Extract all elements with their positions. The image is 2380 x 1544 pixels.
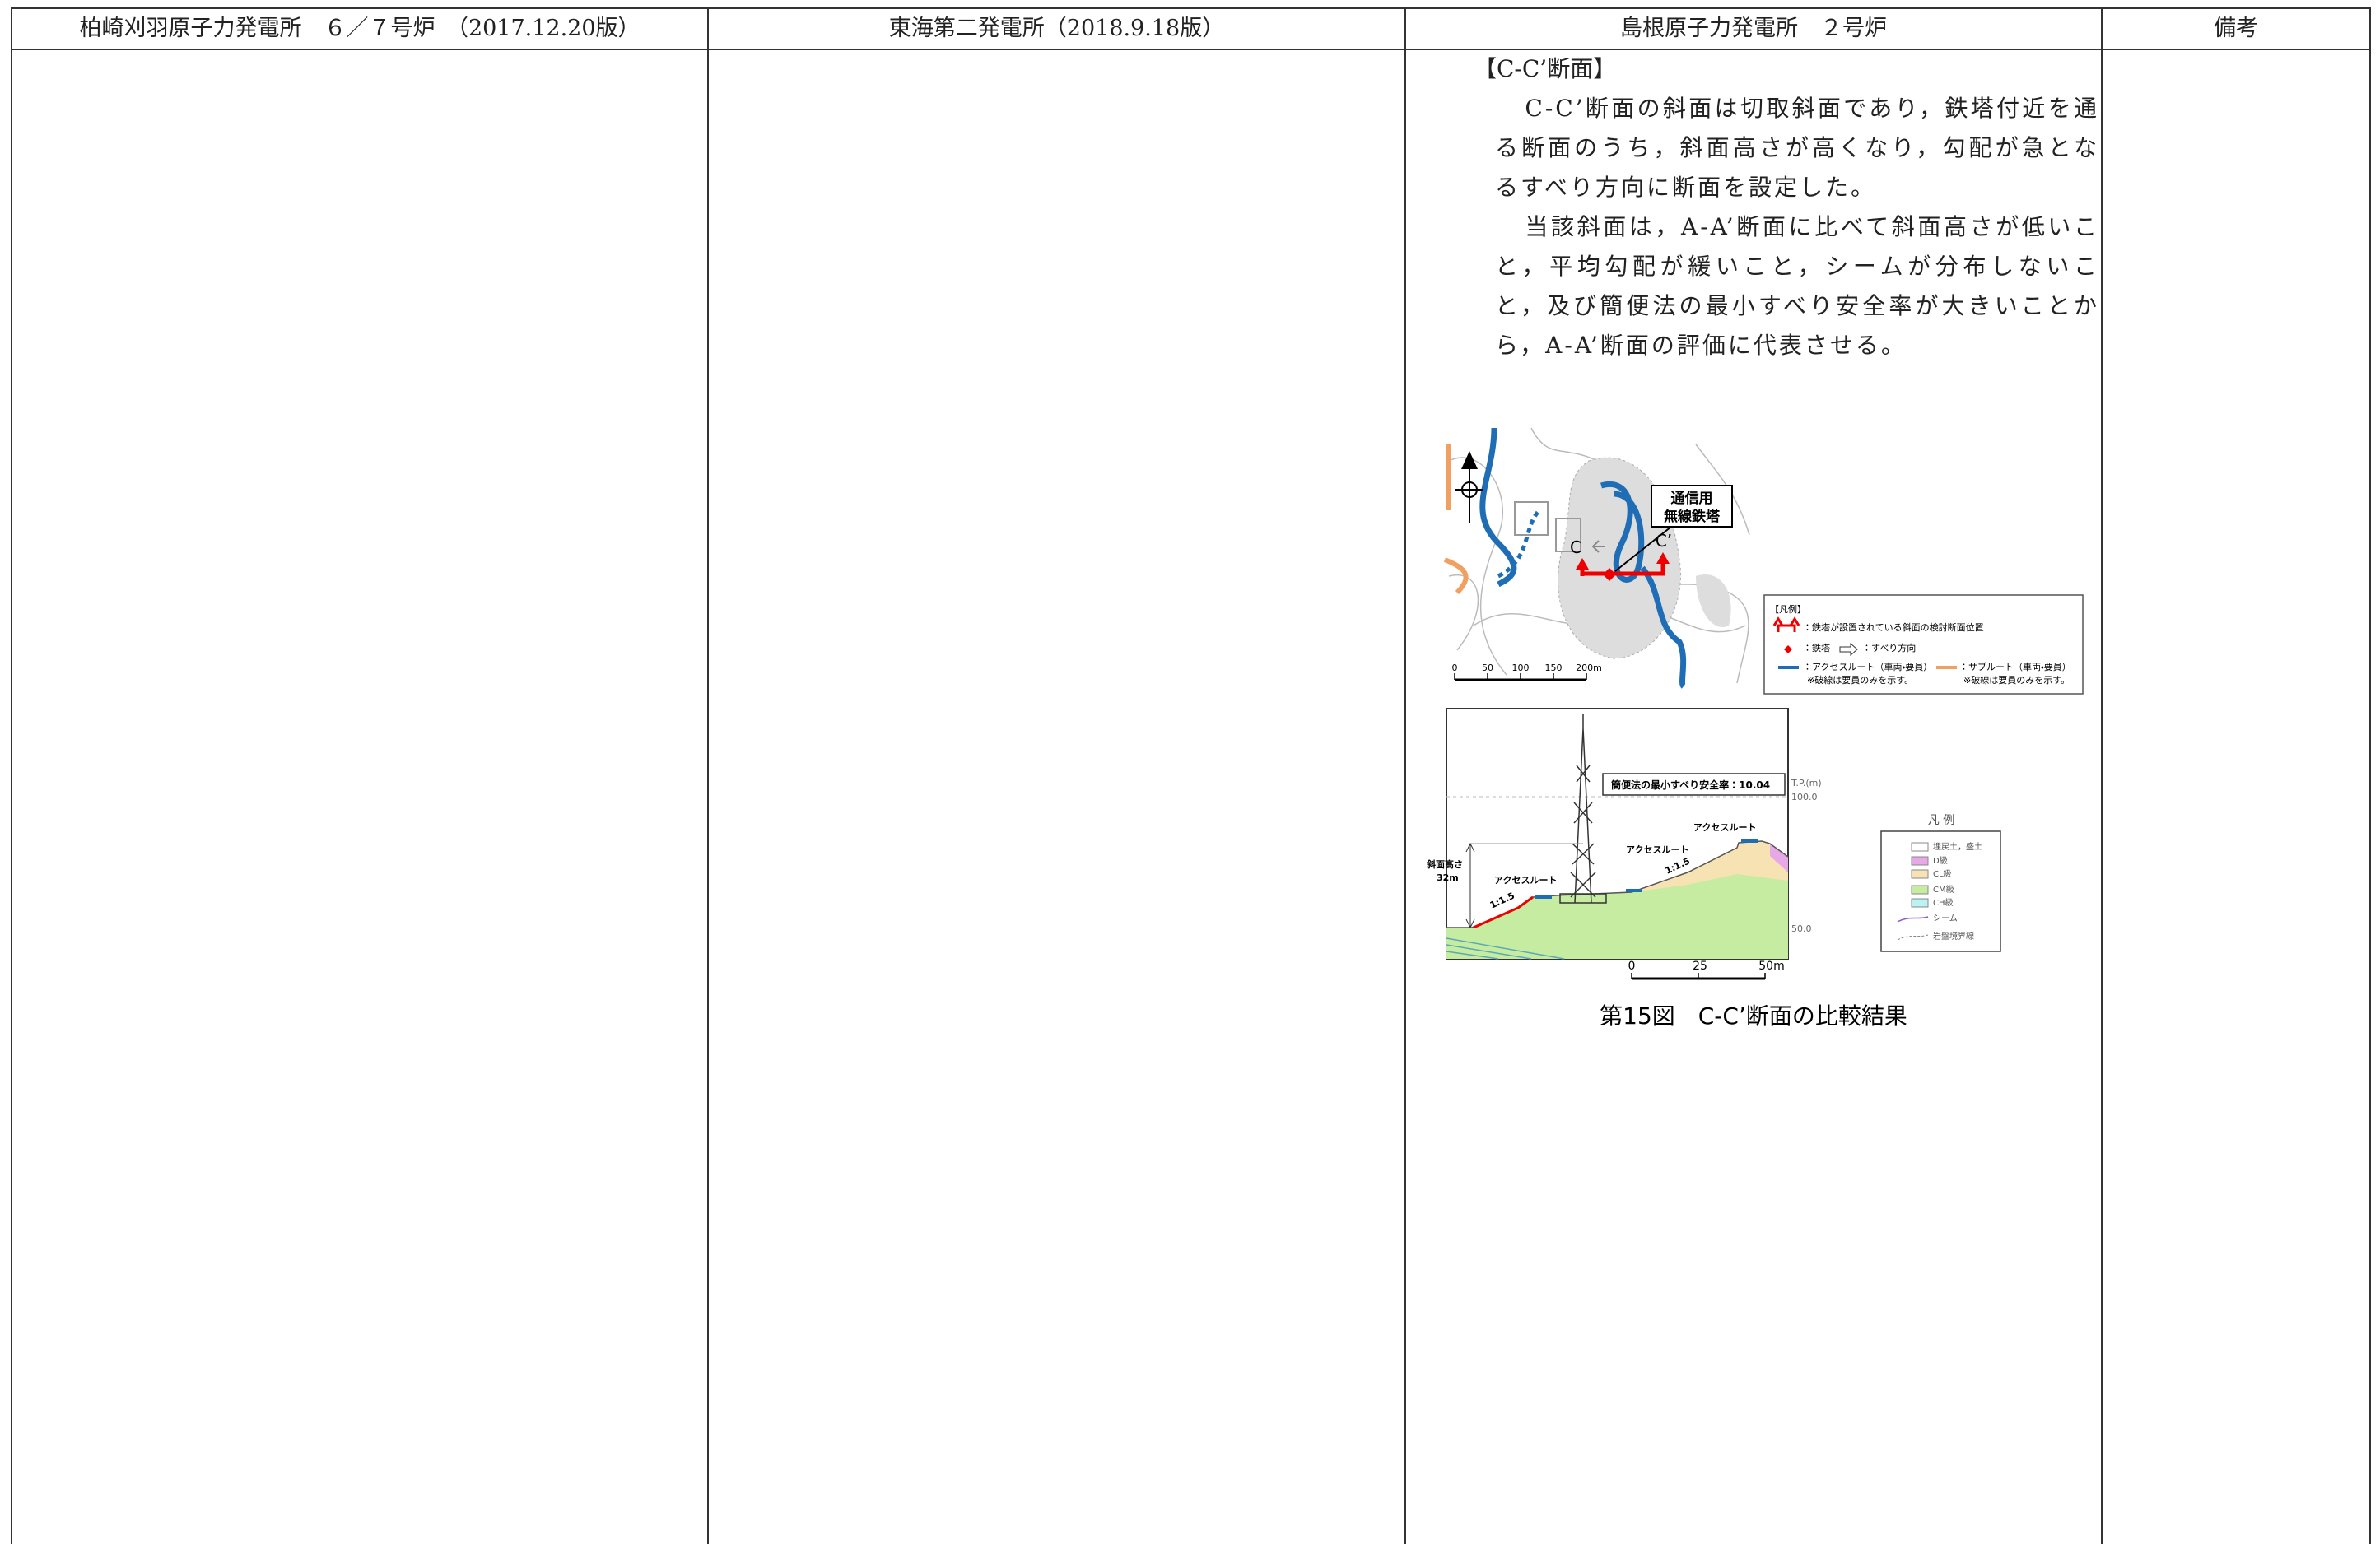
legend-item: CL級 (1933, 869, 1952, 879)
figure-caption: 第15図 C-C’断面の比較結果 (1600, 1002, 1907, 1030)
access-route-label: アクセスルート (1494, 875, 1557, 886)
access-route-label: アクセスルート (1693, 822, 1756, 833)
scale-label: 0 (1628, 960, 1636, 973)
legend-item: CH級 (1933, 898, 1954, 908)
column-header: 東海第二発電所（2018.9.18版） (888, 16, 1225, 41)
section-heading: 【C-C’断面】 (1474, 55, 1617, 82)
scale-label: 100 (1512, 663, 1530, 673)
section-mark: C (1570, 537, 1581, 557)
scale-label: 25 (1693, 960, 1707, 973)
legend-title: 【凡例】 (1770, 603, 1806, 615)
column-header: 柏崎刈羽原子力発電所 ６／７号炉 （2017.12.20版） (79, 16, 640, 41)
column-border (11, 7, 12, 1544)
scale-label: 200m (1576, 663, 1602, 673)
legend-item: ：すべり方向 (1862, 642, 1916, 653)
paragraph: 当該斜面は，A-A’断面に比べて斜面高さが低いこと，平均勾配が緩いこと，シームが… (1495, 213, 2099, 359)
legend-item: ：鉄塔が設置されている斜面の検討断面位置 (1803, 621, 1984, 633)
legend-item: ※破線は要員のみを示す。 (1807, 674, 1913, 686)
scale-label: 50 (1482, 663, 1493, 673)
column-border (2369, 7, 2371, 1544)
tower-label: 無線鉄塔 (1664, 508, 1721, 525)
column-header: 備考 (2214, 16, 2258, 41)
table-top-border (11, 7, 2371, 9)
legend-item: ：サブルート（車両・要員） (1959, 661, 2071, 672)
tower-label: 通信用 (1671, 490, 1713, 507)
slope-height: 斜面高さ (1426, 858, 1463, 870)
legend-item: D級 (1933, 856, 1948, 866)
elevation-label: 100.0 (1791, 792, 1818, 802)
legend-item: 埋戻土，盛土 (1933, 841, 1982, 852)
legend-item: ：鉄塔 (1803, 642, 1830, 653)
map-legend: 【凡例】 ：鉄塔が設置されている斜面の検討断面位置 ：鉄塔 ：すべり方向 ：アク… (1763, 594, 2084, 695)
scale-label: 150 (1545, 663, 1563, 673)
scale-label: 50m (1758, 960, 1784, 973)
elevation-label: 50.0 (1791, 923, 1812, 934)
site-map: 通信用 無線鉄塔 C C’ 0 50 100 150 200m (1443, 425, 1754, 689)
legend-item: ：アクセスルート（車両・要員） (1803, 661, 1932, 672)
slope-height: 32m (1437, 872, 1459, 883)
legend-title: 凡 例 (1928, 814, 1954, 827)
header-bottom-border (11, 49, 2371, 50)
legend-item: 岩盤境界線 (1933, 931, 1974, 942)
legend-item: CM級 (1933, 885, 1954, 895)
scale-label: 0 (1452, 663, 1458, 673)
paragraph: C-C’断面の斜面は切取斜面であり，鉄塔付近を通る断面のうち，斜面高さが高くなり… (1495, 95, 2099, 201)
axis-unit: T.P.(m) (1791, 778, 1822, 788)
access-route-label: アクセスルート (1626, 844, 1688, 855)
column-border (1404, 7, 1406, 1544)
legend-item: ※破線は要員のみを示す。 (1963, 674, 2070, 686)
safety-factor: 簡便法の最小すべり安全率：10.04 (1611, 779, 1770, 791)
cross-section-legend: 凡 例 埋戻土，盛土 D級 CL級 CM級 CH級 シーム 岩盤境界線 (1880, 814, 2001, 952)
cross-section: 簡便法の最小すべり安全率：10.04 T.P.(m) 100.0 50.0 アク… (1426, 708, 1822, 980)
column-border (707, 7, 709, 1544)
column-border (2101, 7, 2103, 1544)
section-mark: C’ (1656, 531, 1672, 551)
legend-item: シーム (1933, 914, 1958, 923)
column-header: 島根原子力発電所 ２号炉 (1620, 16, 1887, 41)
section-text: 【C-C’断面】 C-C’断面の斜面は切取斜面であり，鉄塔付近を通る断面のうち，… (1474, 49, 2099, 365)
